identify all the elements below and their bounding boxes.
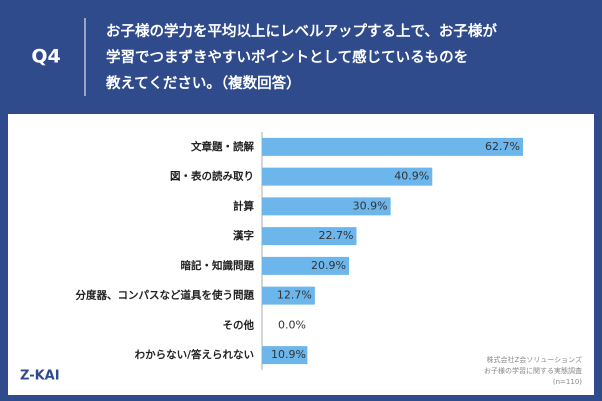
bar xyxy=(262,256,349,275)
value-label: 10.9% xyxy=(271,348,306,361)
value-label: 22.7% xyxy=(319,229,354,242)
question-number: Q4 xyxy=(31,46,60,68)
bar xyxy=(262,227,357,246)
bar xyxy=(262,137,523,156)
source: お子様の学習に関する実態調査 xyxy=(484,366,582,375)
bar xyxy=(262,286,315,305)
source: (n=110) xyxy=(553,378,582,386)
logo: Z-KAI xyxy=(20,369,60,384)
category-label: 分度器、コンパスなど道具を使う問題 xyxy=(76,289,255,302)
question-line: お子様の学力を平均以上にレベルアップする上で、お子様が xyxy=(106,22,497,40)
bar xyxy=(262,197,391,216)
question-line: 学習でつまずきやすいポイントとして感じているものを xyxy=(106,48,468,66)
category-label: 漢字 xyxy=(233,229,254,242)
value-label: 20.9% xyxy=(311,259,346,272)
value-label: 40.9% xyxy=(394,170,429,183)
bar xyxy=(262,167,433,186)
category-label: 計算 xyxy=(233,199,254,212)
source: 株式会社Z会ソリューションズ xyxy=(486,355,582,364)
value-label: 62.7% xyxy=(485,140,520,153)
category-label: その他 xyxy=(223,318,255,331)
value-label: 30.9% xyxy=(353,199,388,212)
category-label: わからない/答えられない xyxy=(135,348,254,361)
category-label: 暗記・知識問題 xyxy=(181,259,255,272)
question-line: 教えてください。（複数回答） xyxy=(105,74,301,92)
value-label: 12.7% xyxy=(277,289,312,302)
category-label: 文章題・読解 xyxy=(190,140,254,153)
value-label: 0.0% xyxy=(278,318,306,331)
bar xyxy=(262,346,308,365)
category-label: 図・表の読み取り xyxy=(170,170,254,183)
